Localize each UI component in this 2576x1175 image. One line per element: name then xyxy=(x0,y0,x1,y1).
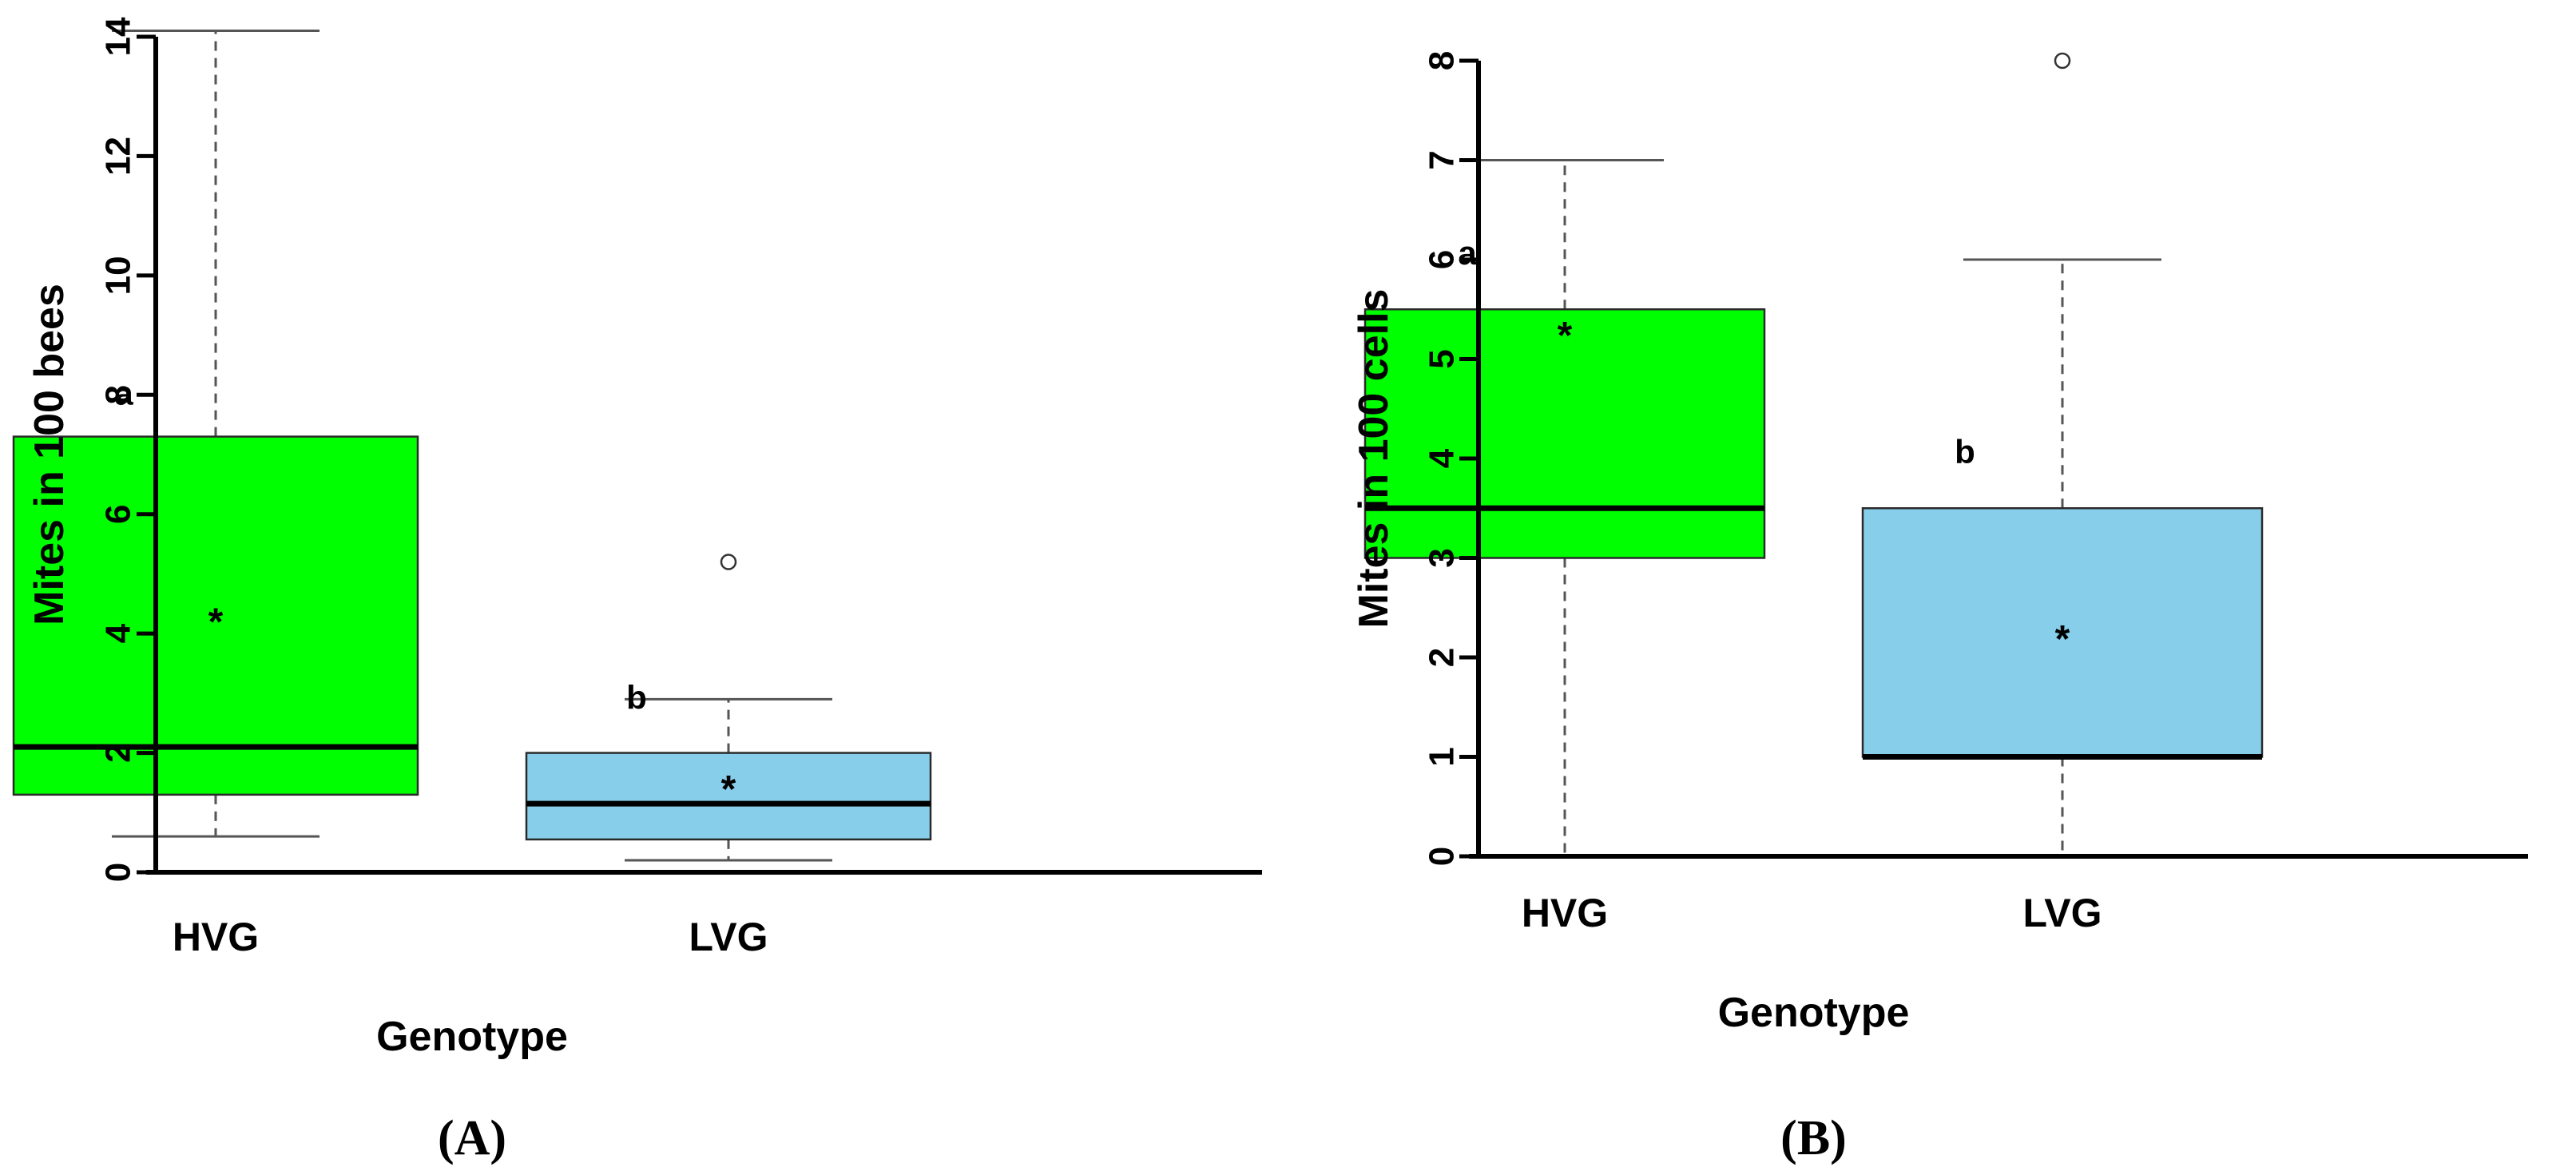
y-tick-label-3: 3 xyxy=(1423,548,1462,567)
x-axis-title: Genotype xyxy=(1718,990,1910,1036)
y-tick-label-6: 6 xyxy=(1423,250,1462,269)
y-tick-label-7: 7 xyxy=(1423,150,1462,169)
y-tick-label-0: 0 xyxy=(1423,847,1462,866)
mean-marker-hvg: * xyxy=(208,601,224,644)
y-tick-label-6: 6 xyxy=(99,504,138,523)
y-tick-label-8: 8 xyxy=(1423,51,1462,70)
x-tick-label-hvg: HVG xyxy=(173,915,259,959)
y-tick-label-4: 4 xyxy=(99,623,138,643)
box-lvg xyxy=(1861,507,2264,758)
significance-letter-lvg: b xyxy=(1955,433,1975,470)
x-tick-label-lvg: LVG xyxy=(2022,891,2102,935)
y-tick-label-2: 2 xyxy=(1423,648,1462,667)
chart-panel-b: * a HVG * b LVG 0 1 2 3 4 5 6 7 8 Mites in 100 cells Gen… xyxy=(1351,51,2528,1165)
y-tick-label-2: 2 xyxy=(99,743,138,762)
box-hvg xyxy=(12,435,419,796)
y-tick-label-5: 5 xyxy=(1423,349,1462,368)
y-tick-label-10: 10 xyxy=(99,256,138,295)
mean-marker-lvg: * xyxy=(2055,618,2070,661)
panel-label: (A) xyxy=(438,1111,506,1165)
significance-letter-hvg: a xyxy=(1458,234,1477,272)
x-tick-label-hvg: HVG xyxy=(1522,891,1608,935)
y-tick-label-12: 12 xyxy=(99,137,138,176)
box-hvg xyxy=(1363,308,1766,559)
y-tick-label-0: 0 xyxy=(99,863,138,882)
significance-letter-lvg: b xyxy=(626,678,647,716)
panel-label: (B) xyxy=(1780,1111,1847,1165)
y-axis-title: Mites in 100 cells xyxy=(1351,289,1397,629)
y-axis-title: Mites in 100 bees xyxy=(26,284,73,625)
outlier-point-lvg-0 xyxy=(2054,52,2071,69)
y-tick-label-1: 1 xyxy=(1423,747,1462,766)
outlier-point-lvg-0 xyxy=(720,554,737,570)
x-tick-label-lvg: LVG xyxy=(689,915,768,959)
y-tick-label-8: 8 xyxy=(99,385,138,404)
y-tick-label-14: 14 xyxy=(99,17,138,56)
box-lvg xyxy=(525,752,932,841)
mean-marker-lvg: * xyxy=(721,768,736,811)
chart-panel-a: * a HVG * b LVG 0 2 4 6 8 10 12 14 Mites in 100 bees Ge… xyxy=(12,17,1262,1165)
x-axis-title: Genotype xyxy=(376,1014,568,1060)
significance-letter-hvg: a xyxy=(114,374,133,411)
mean-marker-hvg: * xyxy=(1558,315,1573,357)
y-tick-label-4: 4 xyxy=(1423,448,1462,468)
